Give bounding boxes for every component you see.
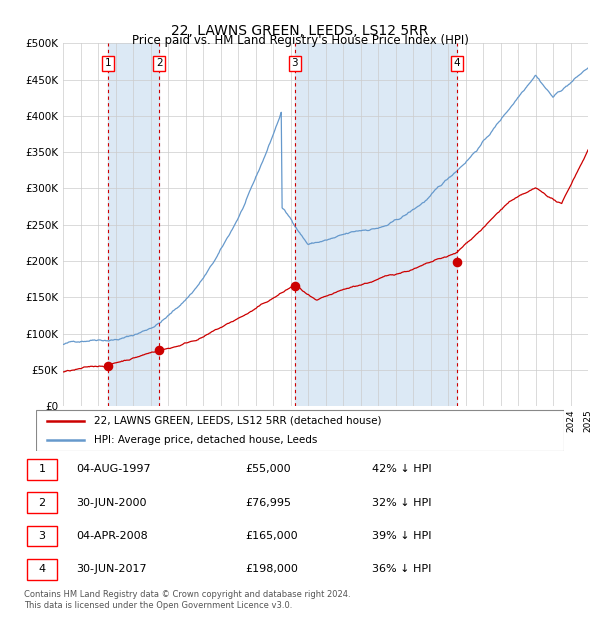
Text: Contains HM Land Registry data © Crown copyright and database right 2024.: Contains HM Land Registry data © Crown c…	[24, 590, 350, 600]
Text: 4: 4	[38, 564, 46, 574]
Text: 30-JUN-2017: 30-JUN-2017	[76, 564, 147, 574]
FancyBboxPatch shape	[27, 492, 57, 513]
FancyBboxPatch shape	[36, 410, 564, 451]
Text: This data is licensed under the Open Government Licence v3.0.: This data is licensed under the Open Gov…	[24, 601, 292, 611]
Text: 22, LAWNS GREEN, LEEDS, LS12 5RR: 22, LAWNS GREEN, LEEDS, LS12 5RR	[172, 24, 428, 38]
Text: 1: 1	[105, 58, 112, 68]
Text: 39% ↓ HPI: 39% ↓ HPI	[372, 531, 431, 541]
Point	[103, 361, 113, 371]
Text: 32% ↓ HPI: 32% ↓ HPI	[372, 498, 431, 508]
Text: 04-APR-2008: 04-APR-2008	[76, 531, 148, 541]
Text: 36% ↓ HPI: 36% ↓ HPI	[372, 564, 431, 574]
Bar	[295, 43, 457, 406]
FancyBboxPatch shape	[27, 459, 57, 480]
FancyBboxPatch shape	[27, 559, 57, 580]
Text: Price paid vs. HM Land Registry's House Price Index (HPI): Price paid vs. HM Land Registry's House …	[131, 34, 469, 47]
Text: 3: 3	[38, 531, 46, 541]
Text: HPI: Average price, detached house, Leeds: HPI: Average price, detached house, Leed…	[94, 435, 317, 445]
Text: 2: 2	[156, 58, 163, 68]
Text: £76,995: £76,995	[245, 498, 291, 508]
Text: 30-JUN-2000: 30-JUN-2000	[76, 498, 147, 508]
Text: 3: 3	[292, 58, 298, 68]
Text: 04-AUG-1997: 04-AUG-1997	[76, 464, 151, 474]
FancyBboxPatch shape	[27, 526, 57, 546]
Text: 1: 1	[38, 464, 46, 474]
Text: £55,000: £55,000	[245, 464, 290, 474]
Point	[154, 345, 164, 355]
Text: 22, LAWNS GREEN, LEEDS, LS12 5RR (detached house): 22, LAWNS GREEN, LEEDS, LS12 5RR (detach…	[94, 415, 382, 425]
Text: 4: 4	[454, 58, 460, 68]
Text: £198,000: £198,000	[245, 564, 298, 574]
Text: 2: 2	[38, 498, 46, 508]
Point	[290, 281, 299, 291]
Point	[452, 257, 461, 267]
Text: 42% ↓ HPI: 42% ↓ HPI	[372, 464, 431, 474]
Text: £165,000: £165,000	[245, 531, 298, 541]
Bar	[108, 43, 159, 406]
